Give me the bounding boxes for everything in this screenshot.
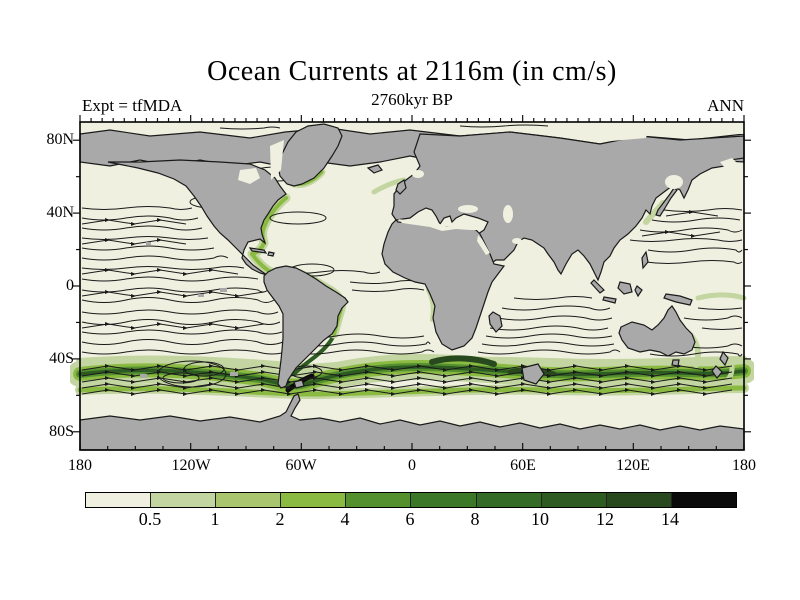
lon-tick-label: 180 bbox=[68, 457, 92, 474]
lat-tick-label: 40N bbox=[46, 204, 74, 221]
map-frame bbox=[79, 121, 745, 451]
lon-tick-label: 120W bbox=[171, 457, 211, 474]
lon-tick-label: 60W bbox=[285, 457, 317, 474]
colorbar-segment bbox=[606, 493, 672, 507]
colorbar-segment bbox=[541, 493, 607, 507]
season-label: ANN bbox=[707, 96, 744, 115]
lat-tick-label: 40S bbox=[49, 350, 74, 367]
colorbar-segment bbox=[346, 493, 412, 507]
colorbar-label: 0.5 bbox=[138, 509, 162, 529]
marginal-seas bbox=[140, 122, 744, 255]
lat-tick-label: 80N bbox=[46, 131, 74, 148]
colorbar-segment bbox=[281, 493, 347, 507]
lon-tick-label: 60E bbox=[510, 457, 536, 474]
colorbar-segment bbox=[671, 493, 736, 507]
lon-tick-label: 0 bbox=[408, 457, 416, 474]
experiment-label: Expt = tfMDA bbox=[82, 96, 183, 115]
colorbar bbox=[85, 492, 737, 508]
colorbar-label: 10 bbox=[531, 509, 549, 529]
figure-title: Ocean Currents at 2116m (in cm/s) bbox=[207, 56, 617, 87]
figure-subtitle: 2760kyr BP bbox=[371, 90, 453, 109]
colorbar-label: 1 bbox=[210, 509, 220, 529]
colorbar-segment bbox=[151, 493, 217, 507]
colorbar-label: 12 bbox=[596, 509, 614, 529]
land-layer bbox=[79, 122, 745, 451]
colorbar-label: 8 bbox=[470, 509, 480, 529]
world-map-plot bbox=[70, 115, 754, 451]
lon-tick-label: 180 bbox=[732, 457, 756, 474]
colorbar-segment bbox=[86, 493, 152, 507]
colorbar-segment bbox=[476, 493, 542, 507]
lat-tick-label: 80S bbox=[49, 423, 74, 440]
colorbar-segment bbox=[216, 493, 282, 507]
lat-tick-label: 0 bbox=[66, 277, 74, 294]
colorbar-label: 6 bbox=[405, 509, 415, 529]
colorbar-label: 2 bbox=[275, 509, 285, 529]
lon-tick-label: 120E bbox=[616, 457, 650, 474]
colorbar-label: 4 bbox=[340, 509, 350, 529]
colorbar-label: 14 bbox=[661, 509, 679, 529]
colorbar-segment bbox=[411, 493, 477, 507]
